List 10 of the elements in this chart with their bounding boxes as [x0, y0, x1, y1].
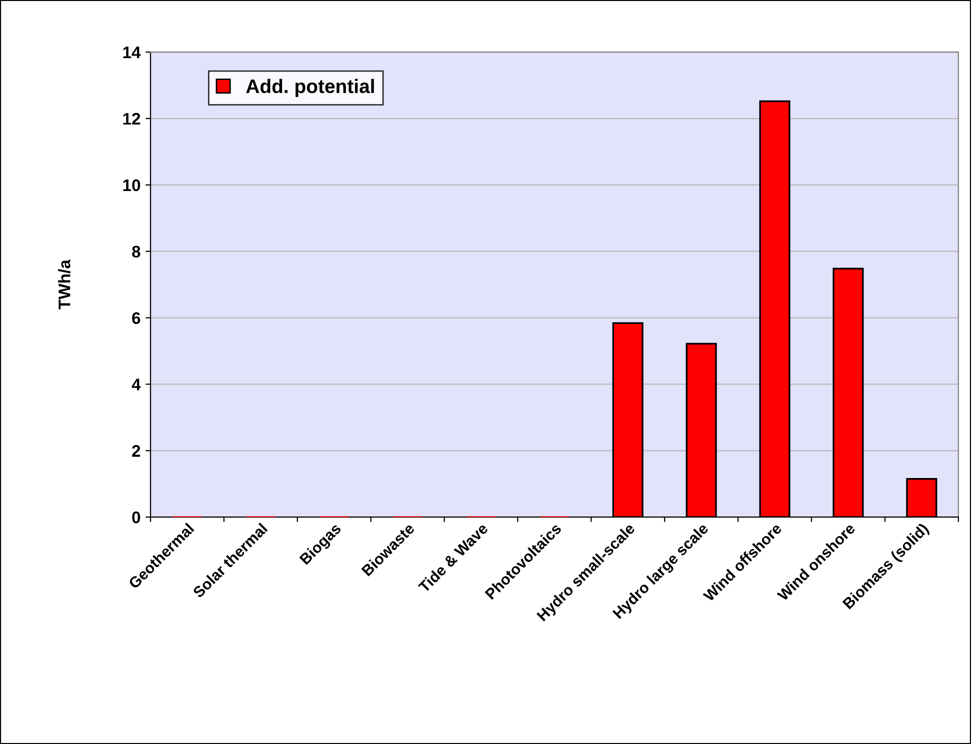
y-tick-label: 2	[132, 445, 140, 457]
y-tick-label: 14	[123, 46, 141, 58]
y-tick-label: 6	[132, 312, 140, 324]
y-tick-label: 4	[132, 378, 141, 390]
y-tick-label: 12	[123, 112, 140, 125]
y-tick-label: 8	[132, 246, 140, 258]
legend-label: Add. potential	[246, 78, 374, 98]
y-axis-title: TWh/a	[58, 259, 71, 310]
y-tick-label: 10	[123, 179, 140, 192]
y-tick-label: 0	[132, 511, 140, 524]
